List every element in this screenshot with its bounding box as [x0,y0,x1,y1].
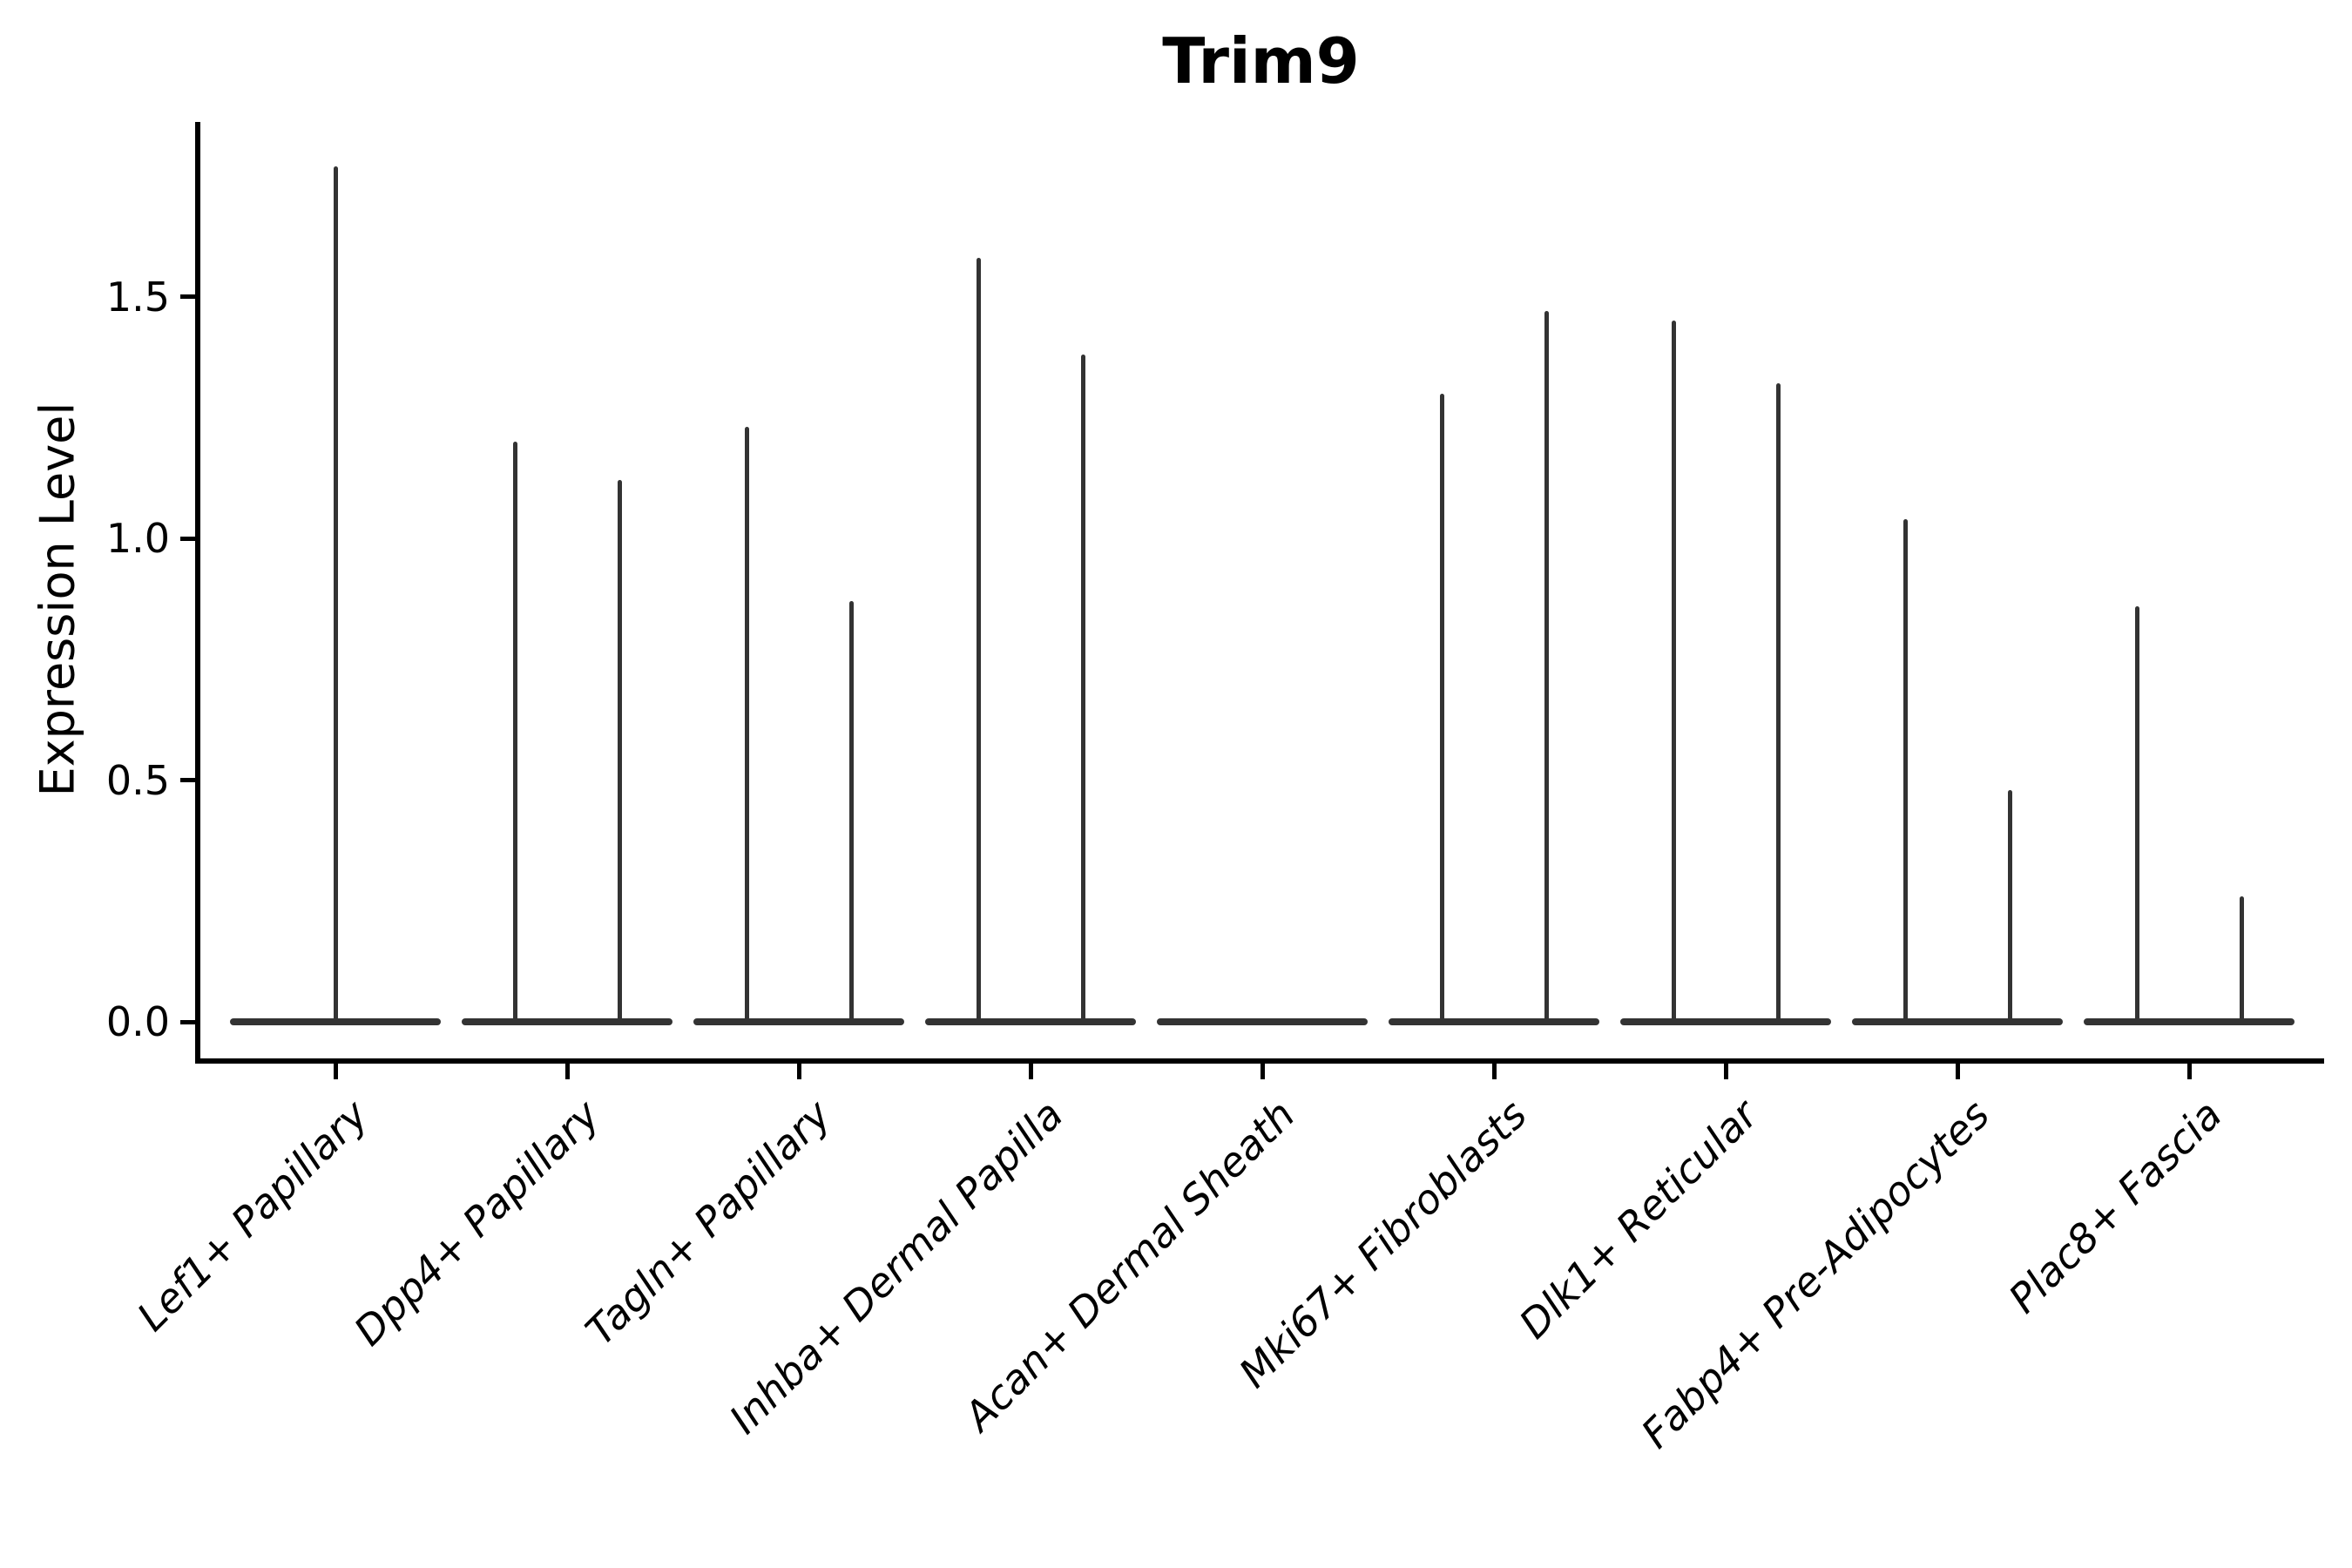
x-tick-label: Dpp4+ Papillary [344,1091,609,1355]
y-axis-line [195,122,200,1064]
y-axis-label: Expression Level [30,402,85,797]
violin-base [462,1018,672,1025]
violin-spike [333,166,338,1022]
x-tick [1260,1064,1265,1079]
y-tick-label: 0.5 [105,756,170,804]
violin-spike [1544,311,1549,1022]
violin-spike [2134,605,2139,1022]
violin-base [230,1018,441,1025]
violin-spike [617,480,622,1022]
violin-base [2084,1018,2295,1025]
x-tick [1723,1064,1728,1079]
x-tick [1491,1064,1497,1079]
y-tick-label: 0.0 [105,998,170,1045]
y-tick [180,778,198,782]
x-tick-label: Dlk1+ Reticular [1510,1091,1767,1348]
violin-spike [1080,355,1085,1022]
violin-spike [1671,321,1676,1022]
violin-base [925,1018,1136,1025]
violin-spike [976,258,981,1022]
violin-spike [512,442,517,1022]
violin-spike [1439,393,1444,1022]
violin-base [1389,1018,1599,1025]
x-axis-line [195,1058,2324,1064]
violin-base [1157,1018,1368,1025]
x-tick [2186,1064,2192,1079]
y-tick [180,1019,198,1024]
violin-spike [848,601,854,1022]
x-tick [564,1064,570,1079]
violin-spike [1903,518,1908,1022]
violin-base [693,1018,904,1025]
x-tick [333,1064,338,1079]
violin-base [1620,1018,1831,1025]
chart-title: Trim9 [1162,24,1360,98]
violin-base [1852,1018,2063,1025]
violin-spike [2007,789,2012,1022]
y-tick [180,294,198,299]
violin-spike [2239,896,2244,1022]
x-tick-label: Plac8+ Fascia [1999,1091,2231,1322]
y-tick [180,536,198,541]
x-tick [1028,1064,1033,1079]
x-tick-label: Tagln+ Papillary [577,1091,841,1355]
y-tick-label: 1.5 [105,273,170,321]
x-tick [796,1064,801,1079]
violin-spike [744,427,749,1022]
violin-spike [1775,383,1781,1022]
x-tick-label: Lef1+ Papillary [127,1091,377,1341]
y-tick-label: 1.0 [105,515,170,562]
x-tick [1955,1064,1960,1079]
